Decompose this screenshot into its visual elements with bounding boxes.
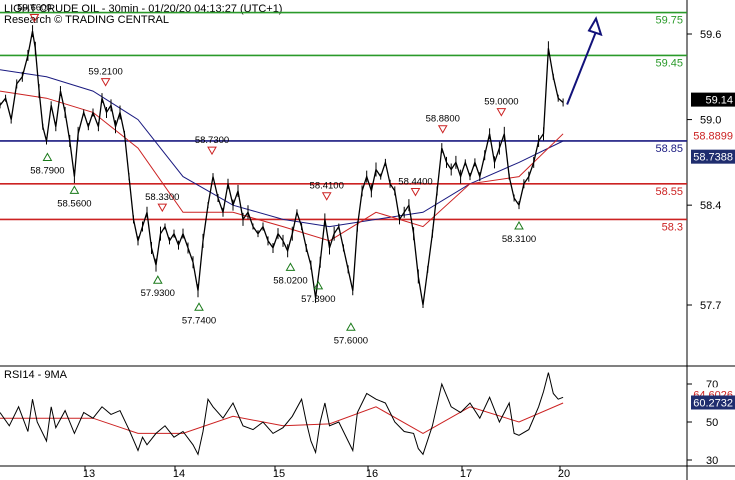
swing-high-label: 58.8800 [426,114,460,125]
level-label: 58.85 [655,143,683,155]
support-marker [514,220,524,230]
swing-low-label: 58.0200 [273,275,307,286]
axis-badge-fast-bg [691,128,735,143]
chart-credit: Research © TRADING CENTRAL [4,14,169,26]
level-label: 58.3 [662,221,683,233]
last-price-badge-bg [691,92,735,107]
axis-badge-fast: 58.8899 [693,130,733,142]
price-tick-label: 59.0 [700,115,721,127]
projection-arrow-head [587,16,603,37]
rsi-tick-label: 30 [706,455,718,467]
support-marker [152,275,163,284]
last-price-badge: 59.14 [705,95,733,107]
resistance-marker [207,146,217,156]
resistance-marker [29,13,40,23]
time-tick-label: 15 [273,468,285,480]
time-tick-label: 14 [173,468,185,480]
price-tick-label: 59.6 [700,29,721,41]
support-marker [285,262,296,271]
resistance-marker [100,78,111,87]
swing-high-label: 59.6600 [17,2,51,13]
swing-low-label: 57.9300 [141,288,175,299]
rsi-title: RSI14 - 9MA [4,369,68,381]
level-label: 58.55 [655,186,683,198]
swing-high-label: 58.4100 [310,181,344,192]
rsi-badge-value: 60.2732 [693,397,733,409]
level-label: 59.75 [655,15,683,27]
swing-low-label: 57.6000 [334,335,368,346]
support-marker [313,280,324,290]
swing-low-label: 57.8900 [301,294,335,305]
axis-badge-slow: 58.7388 [693,152,733,164]
time-tick-label: 13 [83,468,95,480]
resistance-marker [321,192,332,201]
level-label: 59.45 [655,57,683,69]
projection-arrow-shaft [566,26,599,105]
swing-low-label: 58.5600 [57,198,91,209]
time-tick-label: 20 [558,468,570,480]
time-tick-label: 16 [366,468,378,480]
swing-high-label: 58.7300 [195,135,229,146]
price-tick-label: 57.7 [700,300,721,312]
support-marker [42,152,53,162]
support-marker [69,185,80,194]
swing-high-label: 59.0000 [484,97,518,108]
price-line [0,30,564,306]
resistance-marker [410,187,421,197]
rsi-badge-value-bg [691,395,735,410]
support-marker [194,302,204,311]
resistance-marker [157,203,168,213]
swing-low-label: 57.7400 [182,315,216,326]
swing-low-label: 58.7900 [30,166,64,177]
swing-high-label: 59.2100 [88,67,122,78]
axis-badge-slow-bg [691,149,735,164]
rsi-tick-label: 50 [706,417,718,429]
price-tick-label: 58.4 [700,200,721,212]
rsi-line [0,372,564,456]
resistance-marker [496,108,507,117]
time-tick-label: 17 [460,468,472,480]
support-marker [346,322,356,331]
swing-high-label: 58.3300 [145,192,179,203]
swing-high-label: 58.4400 [398,176,432,187]
swing-low-label: 58.3100 [502,234,536,245]
resistance-marker [437,125,448,134]
